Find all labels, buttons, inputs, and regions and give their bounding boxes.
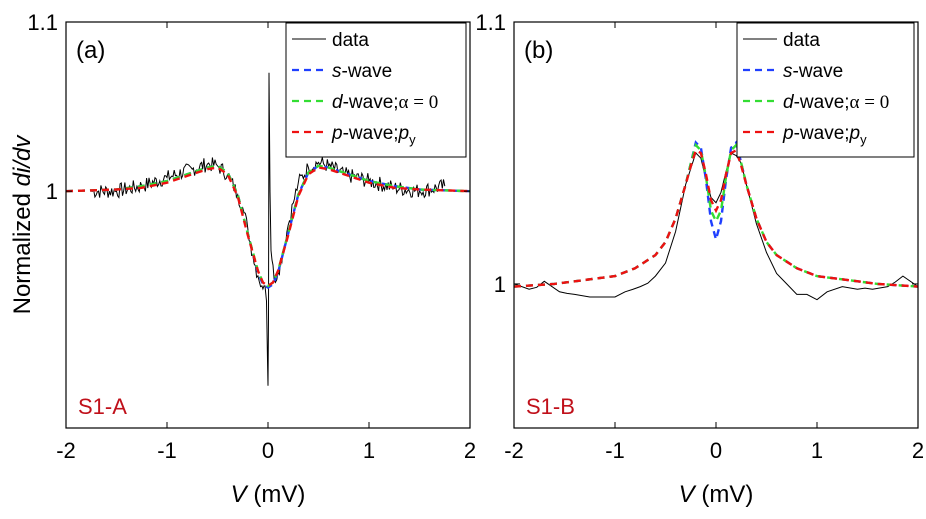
- x-tick-label: -1: [157, 438, 177, 463]
- x-tick-label: -2: [504, 438, 524, 463]
- y-tick-label: 1: [46, 179, 58, 204]
- x-tick-label: 2: [464, 438, 476, 463]
- x-axis-label-var: V: [679, 481, 697, 508]
- legend-label-d-wave: d-wave;α = 0: [332, 92, 438, 113]
- legend-label-d-wave: d-wave;α = 0: [783, 92, 889, 113]
- legend-label-s-wave: s-wave: [783, 61, 843, 82]
- x-axis-label: V (mV): [679, 481, 754, 508]
- legend-label-part: s: [332, 61, 342, 82]
- legend-label-part: p: [398, 123, 410, 144]
- panel-label: (a): [76, 37, 105, 64]
- legend-label-data: data: [783, 30, 820, 51]
- legend-label-part: -wave: [793, 61, 844, 82]
- legend-label-part: data: [783, 30, 820, 51]
- legend-label-part: α = 0: [850, 92, 890, 113]
- x-axis-label: V (mV): [231, 481, 306, 508]
- series-data-line: [514, 152, 918, 301]
- x-axis-label-unit: (mV): [695, 481, 754, 508]
- series-p-wave-line: [66, 166, 470, 288]
- legend-label-part: s: [783, 61, 793, 82]
- legend-label-part: y: [860, 132, 867, 147]
- legend-label-data: data: [332, 30, 369, 51]
- x-tick-label: -2: [56, 438, 76, 463]
- plot-area: [66, 72, 470, 386]
- legend-label-part: α = 0: [399, 92, 439, 113]
- legend-label-part: d: [783, 92, 795, 113]
- y-tick-label: 1.1: [27, 10, 58, 35]
- legend-label-part: -wave: [342, 61, 393, 82]
- series-s-wave-line: [66, 164, 470, 290]
- legend-label-s-wave: s-wave: [332, 61, 392, 82]
- x-tick-label: 0: [710, 438, 722, 463]
- legend-label-p-wave: p-wave;py: [331, 123, 416, 147]
- series-s-wave-line: [514, 140, 918, 288]
- x-tick-label: 1: [363, 438, 375, 463]
- x-axis-label-var: V: [231, 481, 249, 508]
- legend-label-part: p: [331, 123, 343, 144]
- x-tick-label: 2: [912, 438, 924, 463]
- legend-label-part: -wave;: [794, 92, 850, 113]
- x-tick-label: 1: [811, 438, 823, 463]
- y-axis-label: Normalized di/dv: [9, 134, 36, 315]
- panel-label: (b): [524, 37, 553, 64]
- y-axis-label-prefix: Normalized: [9, 186, 36, 314]
- legend-label-part: d: [332, 92, 344, 113]
- sample-label: S1-B: [526, 394, 575, 419]
- legend-label-part: p: [849, 123, 861, 144]
- sample-label: S1-A: [78, 394, 127, 419]
- legend-label-part: y: [409, 132, 416, 147]
- plot-area: [514, 140, 918, 301]
- y-tick-label: 1: [494, 272, 506, 297]
- chart-panel-a: -2 -1 0 1 211.1V (mV)(a)S1-Adatas-waved-wave…: [27, 10, 476, 508]
- y-axis-label-italic: di/dv: [9, 134, 36, 187]
- legend-box: [285, 22, 467, 158]
- y-tick-label: 1.1: [475, 10, 506, 35]
- x-tick-label: 0: [262, 438, 274, 463]
- series-d-wave-line: [66, 164, 470, 288]
- series-p-wave-line: [514, 148, 918, 288]
- legend-label-part: data: [332, 30, 369, 51]
- series-d-wave-line: [514, 142, 918, 288]
- chart-panel-b: -2 -1 0 1 211.1V (mV)(b)S1-Bdatas-waved-wave…: [475, 10, 924, 508]
- legend-label-part: -wave;: [343, 92, 399, 113]
- legend-box: [736, 22, 915, 158]
- x-tick-label: -1: [605, 438, 625, 463]
- legend-label-part: p: [782, 123, 794, 144]
- legend-label-part: -wave;: [343, 123, 399, 144]
- legend-label-part: -wave;: [794, 123, 850, 144]
- x-axis-label-unit: (mV): [247, 481, 306, 508]
- legend-label-p-wave: p-wave;py: [782, 123, 867, 147]
